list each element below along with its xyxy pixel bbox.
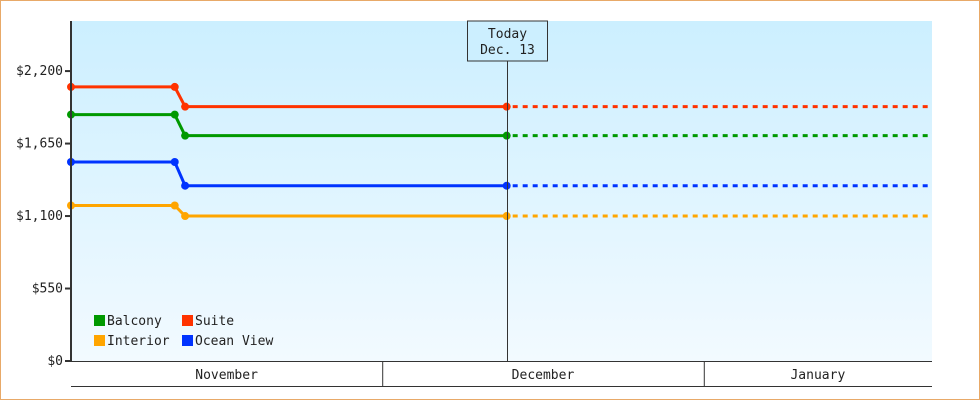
today-date-label: Dec. 13: [480, 43, 535, 58]
data-point: [170, 82, 179, 91]
legend-swatch: [182, 315, 193, 326]
today-marker: Today Dec. 13: [467, 20, 548, 361]
today-label: Today: [488, 27, 527, 42]
data-point: [502, 181, 511, 190]
data-point: [181, 102, 190, 111]
data-point: [181, 181, 190, 190]
series-line-suite: [71, 85, 507, 109]
data-point: [170, 201, 179, 210]
plot-area: [71, 21, 932, 361]
data-point: [170, 158, 179, 167]
data-point: [502, 102, 511, 111]
data-point: [170, 110, 179, 119]
legend-label: Suite: [195, 314, 234, 329]
legend-swatch: [94, 335, 105, 346]
month-label: December: [512, 368, 575, 383]
legend-label: Ocean View: [195, 334, 273, 349]
series-line-ocean-view: [71, 160, 507, 188]
data-point: [181, 212, 190, 221]
data-point: [502, 212, 511, 221]
y-tick-label: $0: [47, 354, 63, 369]
legend-swatch: [182, 335, 193, 346]
y-tick-label: $550: [32, 282, 63, 297]
data-point: [181, 131, 190, 140]
y-tick-label: $1,100: [16, 209, 63, 224]
legend-label: Balcony: [107, 314, 162, 329]
y-tick-label: $2,200: [16, 64, 63, 79]
data-point: [502, 131, 511, 140]
legend: Balcony Suite Interior Ocean View: [94, 314, 273, 349]
series-line-interior: [71, 203, 507, 218]
month-label: January: [790, 368, 845, 383]
month-label: November: [195, 368, 258, 383]
series-line-balcony: [71, 113, 507, 138]
legend-label: Interior: [107, 334, 170, 349]
y-tick-label: $1,650: [16, 137, 63, 152]
legend-swatch: [94, 315, 105, 326]
today-box: [467, 20, 548, 62]
